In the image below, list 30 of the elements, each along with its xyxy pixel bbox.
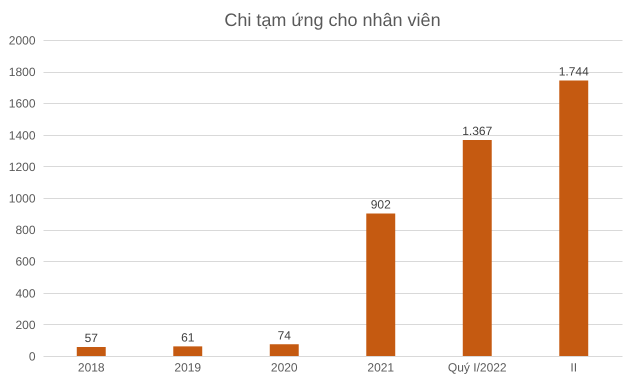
bar: [366, 213, 396, 356]
y-tick-label: 1400: [8, 128, 36, 142]
y-tick-label: 200: [15, 318, 36, 332]
x-tick-label: 2021: [367, 360, 394, 374]
x-tick-label: II: [570, 360, 578, 374]
y-tick-label: 1000: [8, 192, 36, 206]
y-tick-label: 800: [15, 223, 36, 238]
data-label: 1.367: [462, 124, 493, 138]
data-label: 57: [84, 330, 98, 345]
data-label: 1.744: [558, 64, 590, 78]
data-label: 902: [370, 197, 392, 212]
y-tick-label: 600: [15, 254, 36, 269]
y-tick-label: 2000: [8, 34, 36, 48]
data-label: 61: [181, 330, 195, 344]
bar: [76, 346, 106, 356]
bar: [173, 346, 202, 356]
y-tick-label: 1200: [8, 160, 36, 174]
y-tick-label: 0: [28, 350, 36, 364]
x-tick-label: 2019: [174, 360, 202, 374]
y-tick-label: 1800: [8, 65, 36, 80]
bar: [270, 344, 299, 356]
y-tick-label: 1600: [8, 96, 36, 111]
bar: [559, 80, 588, 356]
chart-title: Chi tạm ứng cho nhân viên: [224, 10, 441, 30]
bar: [462, 140, 492, 356]
y-tick-label: 400: [15, 286, 36, 300]
x-tick-label: Quý I/2022: [448, 360, 507, 374]
x-tick-label: 2020: [270, 360, 298, 374]
x-tick-label: 2018: [78, 360, 105, 374]
data-label: 74: [278, 328, 292, 342]
